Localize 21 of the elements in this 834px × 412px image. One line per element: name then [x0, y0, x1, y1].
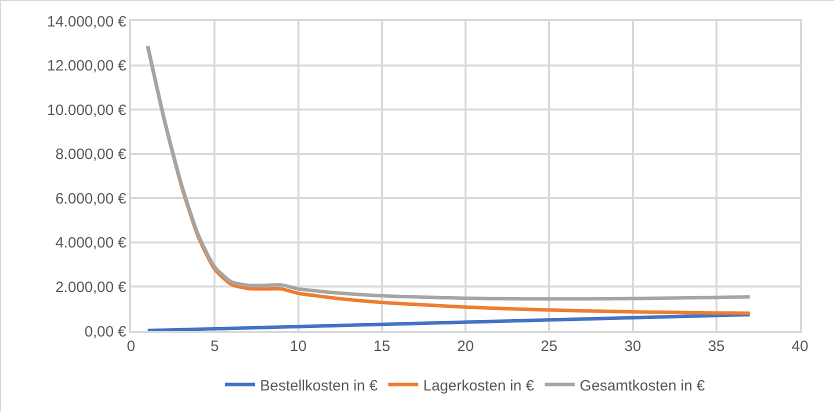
x-tick-label: 20	[457, 338, 474, 355]
y-tick-label: 12.000,00 €	[47, 58, 127, 75]
legend-label: Lagerkosten in €	[423, 377, 535, 394]
y-tick-label: 10.000,00 €	[47, 102, 127, 119]
x-tick-label: 0	[126, 338, 136, 355]
x-tick-label: 30	[624, 338, 642, 355]
y-tick-label: 14.000,00 €	[47, 13, 127, 30]
legend-label: Gesamtkosten in €	[580, 377, 706, 394]
y-tick-label: 0,00 €	[84, 323, 127, 340]
x-tick-label: 10	[290, 338, 307, 355]
x-tick-label: 15	[374, 338, 390, 355]
x-tick-label: 25	[540, 338, 558, 355]
y-tick-label: 6.000,00 €	[55, 190, 127, 208]
x-tick-label: 35	[708, 338, 725, 355]
legend-label: Bestellkosten in €	[260, 377, 378, 394]
line-series	[146, 312, 752, 331]
y-tick-label: 4.000,00 €	[55, 234, 127, 252]
y-tick-label: 8.000,00 €	[55, 146, 127, 164]
x-tick-label: 40	[792, 338, 808, 355]
x-tick-label: 5	[210, 338, 219, 355]
y-tick-label: 2.000,00 €	[55, 278, 127, 296]
